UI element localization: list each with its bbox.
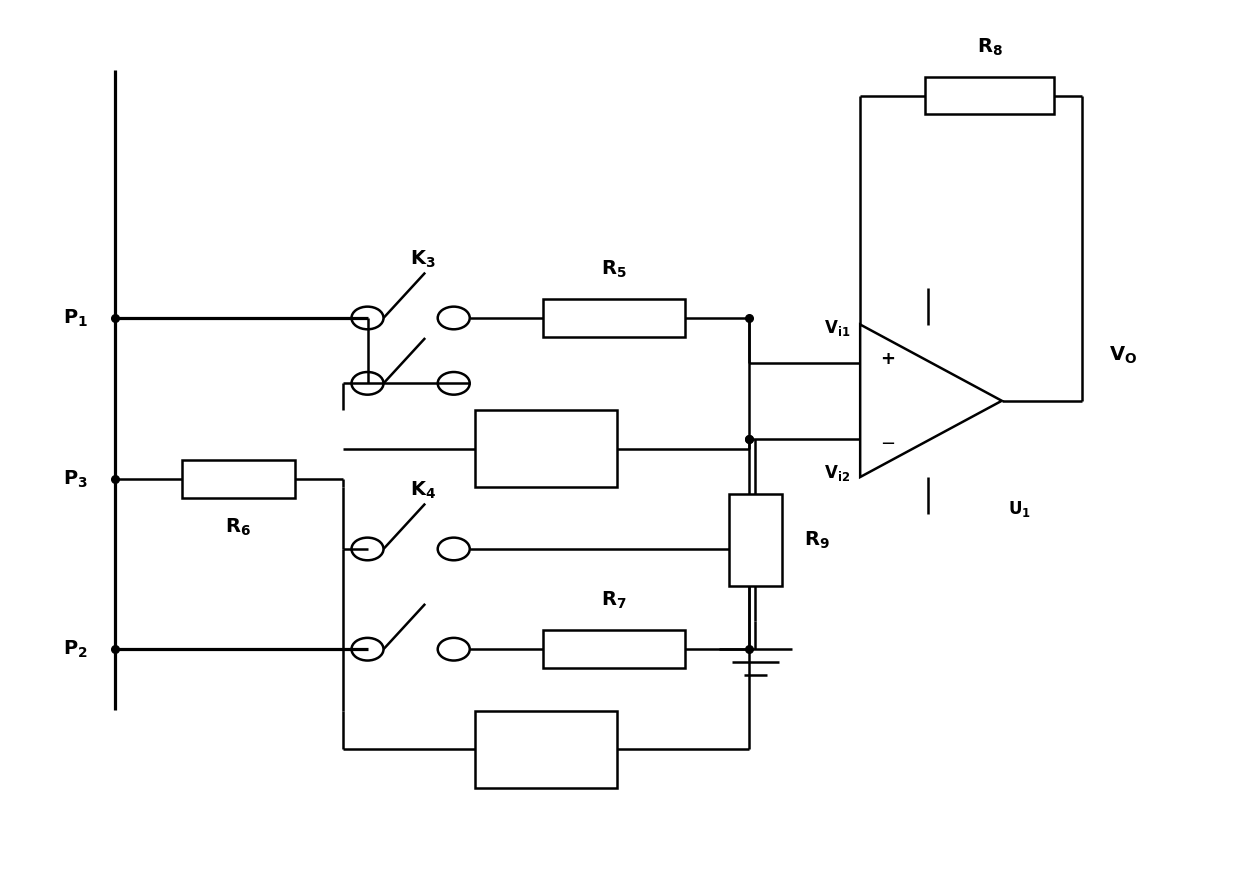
Text: $\mathbf{V_O}$: $\mathbf{V_O}$: [1109, 345, 1137, 366]
Bar: [475, 711, 618, 788]
Text: $\mathbf{P_3}$: $\mathbf{P_3}$: [63, 468, 88, 490]
Text: $\mathbf{V_{i2}}$: $\mathbf{V_{i2}}$: [825, 463, 851, 483]
Text: $\mathbf{P_2}$: $\mathbf{P_2}$: [63, 639, 88, 660]
Bar: [543, 630, 684, 668]
Text: $\mathbf{K_3}$: $\mathbf{K_3}$: [410, 249, 435, 270]
Bar: [181, 460, 295, 498]
Bar: [543, 299, 684, 337]
Polygon shape: [861, 325, 1002, 477]
Text: $\mathbf{R_7}$: $\mathbf{R_7}$: [601, 590, 626, 612]
Bar: [925, 77, 1054, 114]
Text: $\mathbf{R_9}$: $\mathbf{R_9}$: [804, 530, 830, 551]
Bar: [475, 410, 618, 487]
Text: $\mathbf{P_1}$: $\mathbf{P_1}$: [63, 307, 88, 328]
Text: $\mathbf{U_1}$: $\mathbf{U_1}$: [1008, 499, 1030, 519]
Bar: [729, 495, 782, 586]
Text: $\mathbf{R_6}$: $\mathbf{R_6}$: [226, 517, 252, 539]
Text: $\mathbf{V_{i1}}$: $\mathbf{V_{i1}}$: [825, 319, 851, 338]
Text: +: +: [879, 350, 895, 368]
Text: $\mathbf{R_8}$: $\mathbf{R_8}$: [977, 36, 1002, 58]
Text: $\mathbf{K_4}$: $\mathbf{K_4}$: [410, 480, 436, 501]
Text: $-$: $-$: [879, 433, 895, 451]
Text: $\mathbf{R_5}$: $\mathbf{R_5}$: [601, 259, 626, 280]
